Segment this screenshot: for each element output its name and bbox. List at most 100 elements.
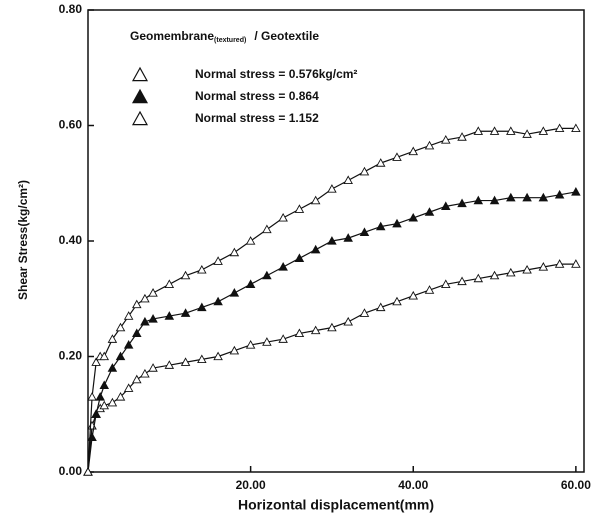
data-point	[91, 357, 101, 366]
data-point	[148, 314, 158, 323]
data-point	[392, 296, 402, 306]
data-point	[262, 337, 272, 346]
data-point	[457, 198, 467, 208]
data-point	[522, 264, 532, 274]
data-point	[229, 288, 240, 297]
data-point	[278, 262, 288, 271]
data-point	[229, 345, 240, 355]
data-point	[245, 236, 256, 245]
data-point	[245, 340, 256, 349]
legend-label: Normal stress = 1.152	[195, 111, 319, 125]
data-point	[343, 233, 353, 242]
data-point	[375, 302, 386, 312]
data-point	[132, 328, 142, 338]
y-tick-label: 0.00	[59, 464, 83, 478]
legend-label: Normal stress = 0.576kg/cm²	[195, 67, 357, 81]
legend-title-subscript: (textured)	[214, 37, 246, 44]
data-point	[506, 192, 516, 202]
data-point	[107, 397, 118, 407]
data-point	[123, 340, 134, 349]
data-point	[359, 227, 370, 236]
series-line	[87, 191, 576, 473]
x-tick-label: 60.00	[561, 478, 591, 492]
y-tick-label: 0.60	[59, 118, 83, 132]
data-point	[538, 126, 549, 135]
data-point	[441, 201, 451, 211]
data-point	[554, 259, 565, 268]
y-tick-label: 0.80	[59, 2, 83, 16]
data-point	[473, 126, 484, 135]
data-point	[571, 123, 581, 133]
data-point	[294, 328, 305, 338]
data-point	[278, 212, 288, 222]
data-point	[87, 391, 97, 401]
data-point	[327, 184, 337, 193]
data-point	[213, 296, 223, 306]
x-axis-label: Horizontal displacement(mm)	[238, 497, 434, 513]
data-point	[441, 279, 451, 288]
data-point	[489, 126, 500, 135]
data-point	[91, 409, 101, 418]
legend-marker	[131, 66, 149, 82]
data-point	[197, 302, 207, 312]
data-point	[180, 270, 191, 280]
legend-title-suffix: / Geotextile	[254, 29, 319, 43]
data-point	[107, 363, 118, 372]
data-point	[278, 334, 288, 343]
x-tick-label: 20.00	[236, 478, 266, 492]
data-point	[115, 351, 126, 361]
data-point	[473, 273, 484, 283]
data-point	[343, 175, 353, 185]
data-point	[343, 316, 353, 326]
data-point	[327, 322, 337, 332]
data-point	[424, 140, 435, 150]
data-point	[359, 166, 370, 176]
data-point	[424, 285, 435, 294]
data-point	[99, 380, 110, 390]
legend-title: Geomembrane(textured) / Geotextile	[130, 29, 319, 44]
data-point	[408, 212, 419, 222]
data-point	[392, 152, 402, 161]
data-point	[197, 354, 207, 364]
data-point	[164, 311, 175, 320]
data-point	[310, 195, 321, 205]
y-tick-label: 0.40	[59, 233, 83, 247]
data-point	[148, 363, 158, 372]
data-point	[489, 270, 500, 280]
data-point	[229, 247, 240, 257]
data-point	[506, 267, 516, 277]
data-point	[359, 308, 370, 317]
data-point	[571, 186, 581, 196]
data-point	[554, 189, 565, 199]
data-point	[213, 351, 223, 361]
data-point	[457, 276, 467, 286]
data-point	[180, 308, 191, 317]
data-point	[164, 279, 175, 288]
data-point	[392, 218, 402, 228]
data-point	[571, 259, 581, 268]
data-point	[327, 236, 337, 245]
data-point	[115, 391, 126, 401]
data-point	[132, 374, 142, 384]
data-point	[262, 270, 272, 280]
data-point	[424, 207, 435, 216]
data-point	[132, 299, 142, 309]
data-point	[441, 135, 451, 144]
data-point	[197, 264, 207, 274]
data-point	[310, 244, 321, 254]
data-point	[457, 132, 467, 141]
data-point	[489, 195, 500, 205]
data-point	[148, 288, 158, 297]
data-point	[213, 256, 223, 265]
data-point	[375, 221, 386, 231]
data-point	[83, 467, 93, 476]
data-point	[140, 293, 150, 303]
data-point	[95, 391, 105, 401]
legend-marker	[131, 88, 149, 104]
data-point	[408, 146, 419, 156]
legend-marker	[131, 110, 149, 126]
data-point	[140, 316, 150, 326]
data-point	[123, 311, 134, 320]
data-point	[375, 158, 386, 167]
